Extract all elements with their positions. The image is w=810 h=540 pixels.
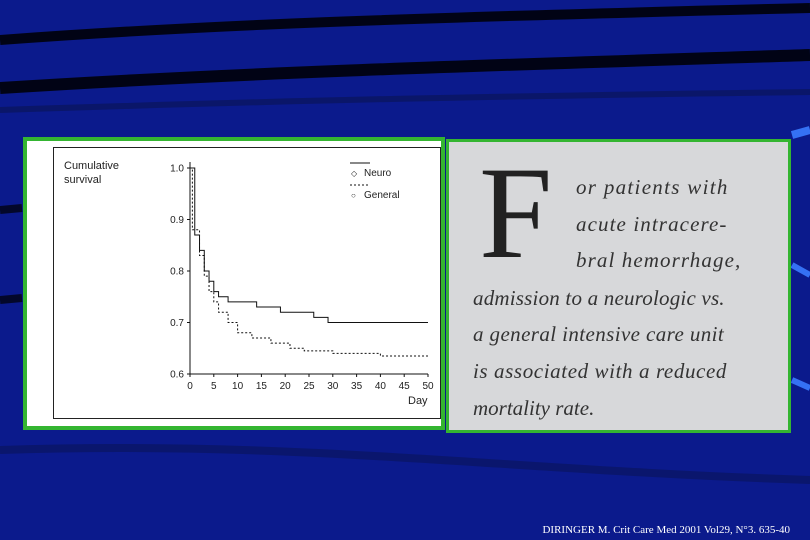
axes: 0 5 10 15 20 25 30 35 40 45 50 0.6 0.7 0.8 0.9 1.0 — [170, 162, 434, 392]
legend: ◇ Neuro ○ General — [350, 162, 400, 201]
legend-marker-neuro: ◇ — [351, 169, 358, 178]
y-tick-label: 0.7 — [170, 318, 184, 329]
quote-line-1: or patients with — [576, 175, 729, 199]
quote-line-4: admission to a neurologic vs. — [473, 286, 725, 310]
quote-line-5: a general intensive care unit — [473, 322, 725, 346]
y-axis-label-line2: survival — [64, 174, 101, 186]
x-tick-label: 30 — [327, 381, 339, 392]
x-tick-label: 15 — [256, 381, 268, 392]
quote-line-6: is associated with a reduced — [473, 359, 727, 383]
x-tick-label: 50 — [422, 381, 434, 392]
y-tick-label: 0.9 — [170, 215, 184, 226]
x-tick-label: 20 — [280, 381, 292, 392]
x-tick-label: 40 — [375, 381, 387, 392]
x-tick-label: 45 — [399, 381, 411, 392]
x-axis-label: Day — [408, 395, 428, 407]
quote-line-2: acute intracere- — [576, 212, 728, 236]
x-tick-label: 35 — [351, 381, 363, 392]
drop-cap: F — [479, 139, 553, 286]
x-tick-label: 0 — [187, 381, 193, 392]
legend-marker-general: ○ — [351, 191, 356, 200]
survival-chart: Cumulative survival Day ◇ Neuro ○ Genera… — [64, 160, 434, 407]
y-axis-label-line1: Cumulative — [64, 160, 119, 172]
legend-label-general: General — [364, 190, 400, 201]
quote-line-7: mortality rate. — [473, 396, 595, 420]
y-tick-label: 0.6 — [170, 370, 184, 381]
quote-panel: F or patients with acute intracere- bral… — [446, 139, 791, 433]
chart-frame: Cumulative survival Day ◇ Neuro ○ Genera… — [53, 147, 441, 419]
quote-line-3: bral hemorrhage, — [576, 248, 742, 272]
series-line-general — [190, 167, 428, 357]
x-tick-label: 10 — [232, 381, 244, 392]
y-tick-label: 1.0 — [170, 164, 184, 175]
plot-area — [190, 167, 428, 357]
y-tick-label: 0.8 — [170, 267, 184, 278]
chart-panel: Cumulative survival Day ◇ Neuro ○ Genera… — [23, 137, 445, 430]
series-line-neuro — [190, 167, 428, 323]
x-tick-label: 25 — [303, 381, 315, 392]
x-tick-label: 5 — [211, 381, 217, 392]
citation: DIRINGER M. Crit Care Med 2001 Vol29, N°… — [542, 524, 790, 536]
legend-label-neuro: Neuro — [364, 168, 392, 179]
